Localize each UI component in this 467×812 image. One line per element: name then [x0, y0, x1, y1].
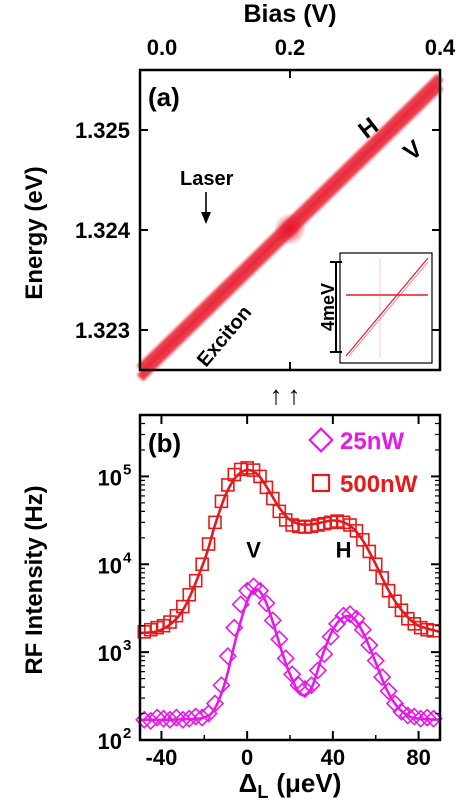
panel-a-y-tick-labels: 1.323 1.324 1.325	[75, 118, 131, 343]
data-point-500nw	[266, 491, 280, 506]
y-tick-label: 10	[98, 553, 122, 578]
inset-exciton-line	[345, 257, 429, 357]
panel-b-xlabel: ΔL (μeV)	[239, 768, 342, 802]
top-x-tick-label: 0.2	[275, 35, 306, 60]
data-point-500nw	[368, 557, 383, 572]
data-point-25nw	[263, 611, 282, 630]
x-tick-label: 80	[406, 745, 430, 770]
x-tick-label: 40	[321, 745, 345, 770]
data-point-25nw	[257, 594, 276, 613]
y-tick-label: 1.324	[75, 218, 131, 243]
panel-a-top-tick-labels: 0.0 0.2 0.4	[147, 35, 456, 60]
data-point-25nw	[411, 709, 430, 728]
fit-curve-25nw	[139, 587, 441, 722]
top-x-tick-label: 0.4	[425, 35, 456, 60]
panel-b-ylabel: RF Intensity (Hz)	[21, 485, 48, 674]
data-point-500nw	[188, 573, 203, 588]
peak-label-h: H	[336, 537, 352, 562]
arrow-between-panels: ↑	[288, 380, 301, 410]
y-tick-label-exponent: 3	[123, 637, 131, 654]
data-point-25nw	[315, 644, 334, 664]
panel-a-inset: 4meV	[318, 252, 433, 364]
panel-b-frame	[138, 413, 442, 742]
data-point-25nw	[418, 708, 437, 727]
data-point-25nw	[334, 606, 353, 625]
y-tick-label: 10	[98, 465, 122, 490]
data-point-500nw	[375, 571, 389, 585]
y-tick-label-exponent: 2	[123, 725, 131, 742]
data-point-25nw	[321, 627, 340, 646]
data-point-500nw	[195, 557, 209, 572]
legend-label-25nw: 25nW	[340, 428, 404, 455]
crossing-glow	[274, 213, 306, 245]
legend-marker-25nw	[308, 427, 334, 453]
xlabel-symbol: Δ	[239, 768, 258, 798]
data-point-25nw	[353, 620, 372, 639]
panel-a-ylabel: Energy (eV)	[21, 166, 48, 299]
legend-marker-500nw	[311, 473, 331, 493]
y-tick-label: 10	[98, 729, 122, 754]
data-point-25nw	[328, 614, 347, 633]
xlabel-unit: (μeV)	[276, 768, 341, 798]
inset-exciton-line-2	[348, 261, 429, 357]
data-point-25nw	[295, 679, 315, 699]
data-point-500nw	[362, 544, 377, 559]
panel-a-top-axis-title: Bias (V)	[243, 0, 336, 28]
data-point-25nw	[205, 694, 225, 713]
data-point-25nw	[167, 708, 186, 727]
y-tick-label: 10	[98, 641, 122, 666]
laser-annotation: Laser	[180, 168, 234, 190]
data-point-25nw	[250, 581, 270, 600]
y-tick-label-exponent: 4	[123, 549, 132, 566]
data-point-25nw	[366, 651, 385, 670]
data-point-25nw	[373, 667, 392, 687]
arrow-between-panels: ↑	[270, 380, 283, 410]
top-x-tick-label: 0.0	[147, 35, 178, 60]
data-point-25nw	[360, 636, 379, 655]
data-point-25nw	[405, 707, 424, 726]
inset-scale-label: 4meV	[318, 283, 338, 331]
x-tick-label: 0	[241, 745, 253, 770]
x-tick-label: -40	[146, 745, 178, 770]
data-point-25nw	[302, 676, 321, 695]
legend: 25nW 500nW	[308, 427, 418, 498]
data-point-25nw	[308, 661, 327, 680]
data-point-25nw	[148, 708, 167, 727]
y-tick-label: 1.325	[75, 118, 130, 143]
xlabel-subscript: L	[257, 782, 268, 802]
peak-label-v: V	[246, 537, 261, 562]
data-point-25nw	[160, 710, 180, 729]
data-point-25nw	[385, 694, 405, 713]
fit-curve-500nw	[139, 468, 441, 635]
y-tick-label: 1.323	[75, 318, 130, 343]
laser-arrow-head	[201, 212, 211, 224]
panel-a-label: (a)	[148, 82, 180, 112]
panel-b-ticks	[140, 414, 440, 741]
data-point-25nw	[379, 681, 398, 701]
panel-a-ticks	[139, 70, 441, 370]
y-tick-label-exponent: 5	[123, 461, 131, 478]
panel-a-heatmap	[136, 70, 444, 382]
panel-b-label: (b)	[148, 428, 181, 458]
legend-label-500nw: 500nW	[340, 471, 418, 498]
